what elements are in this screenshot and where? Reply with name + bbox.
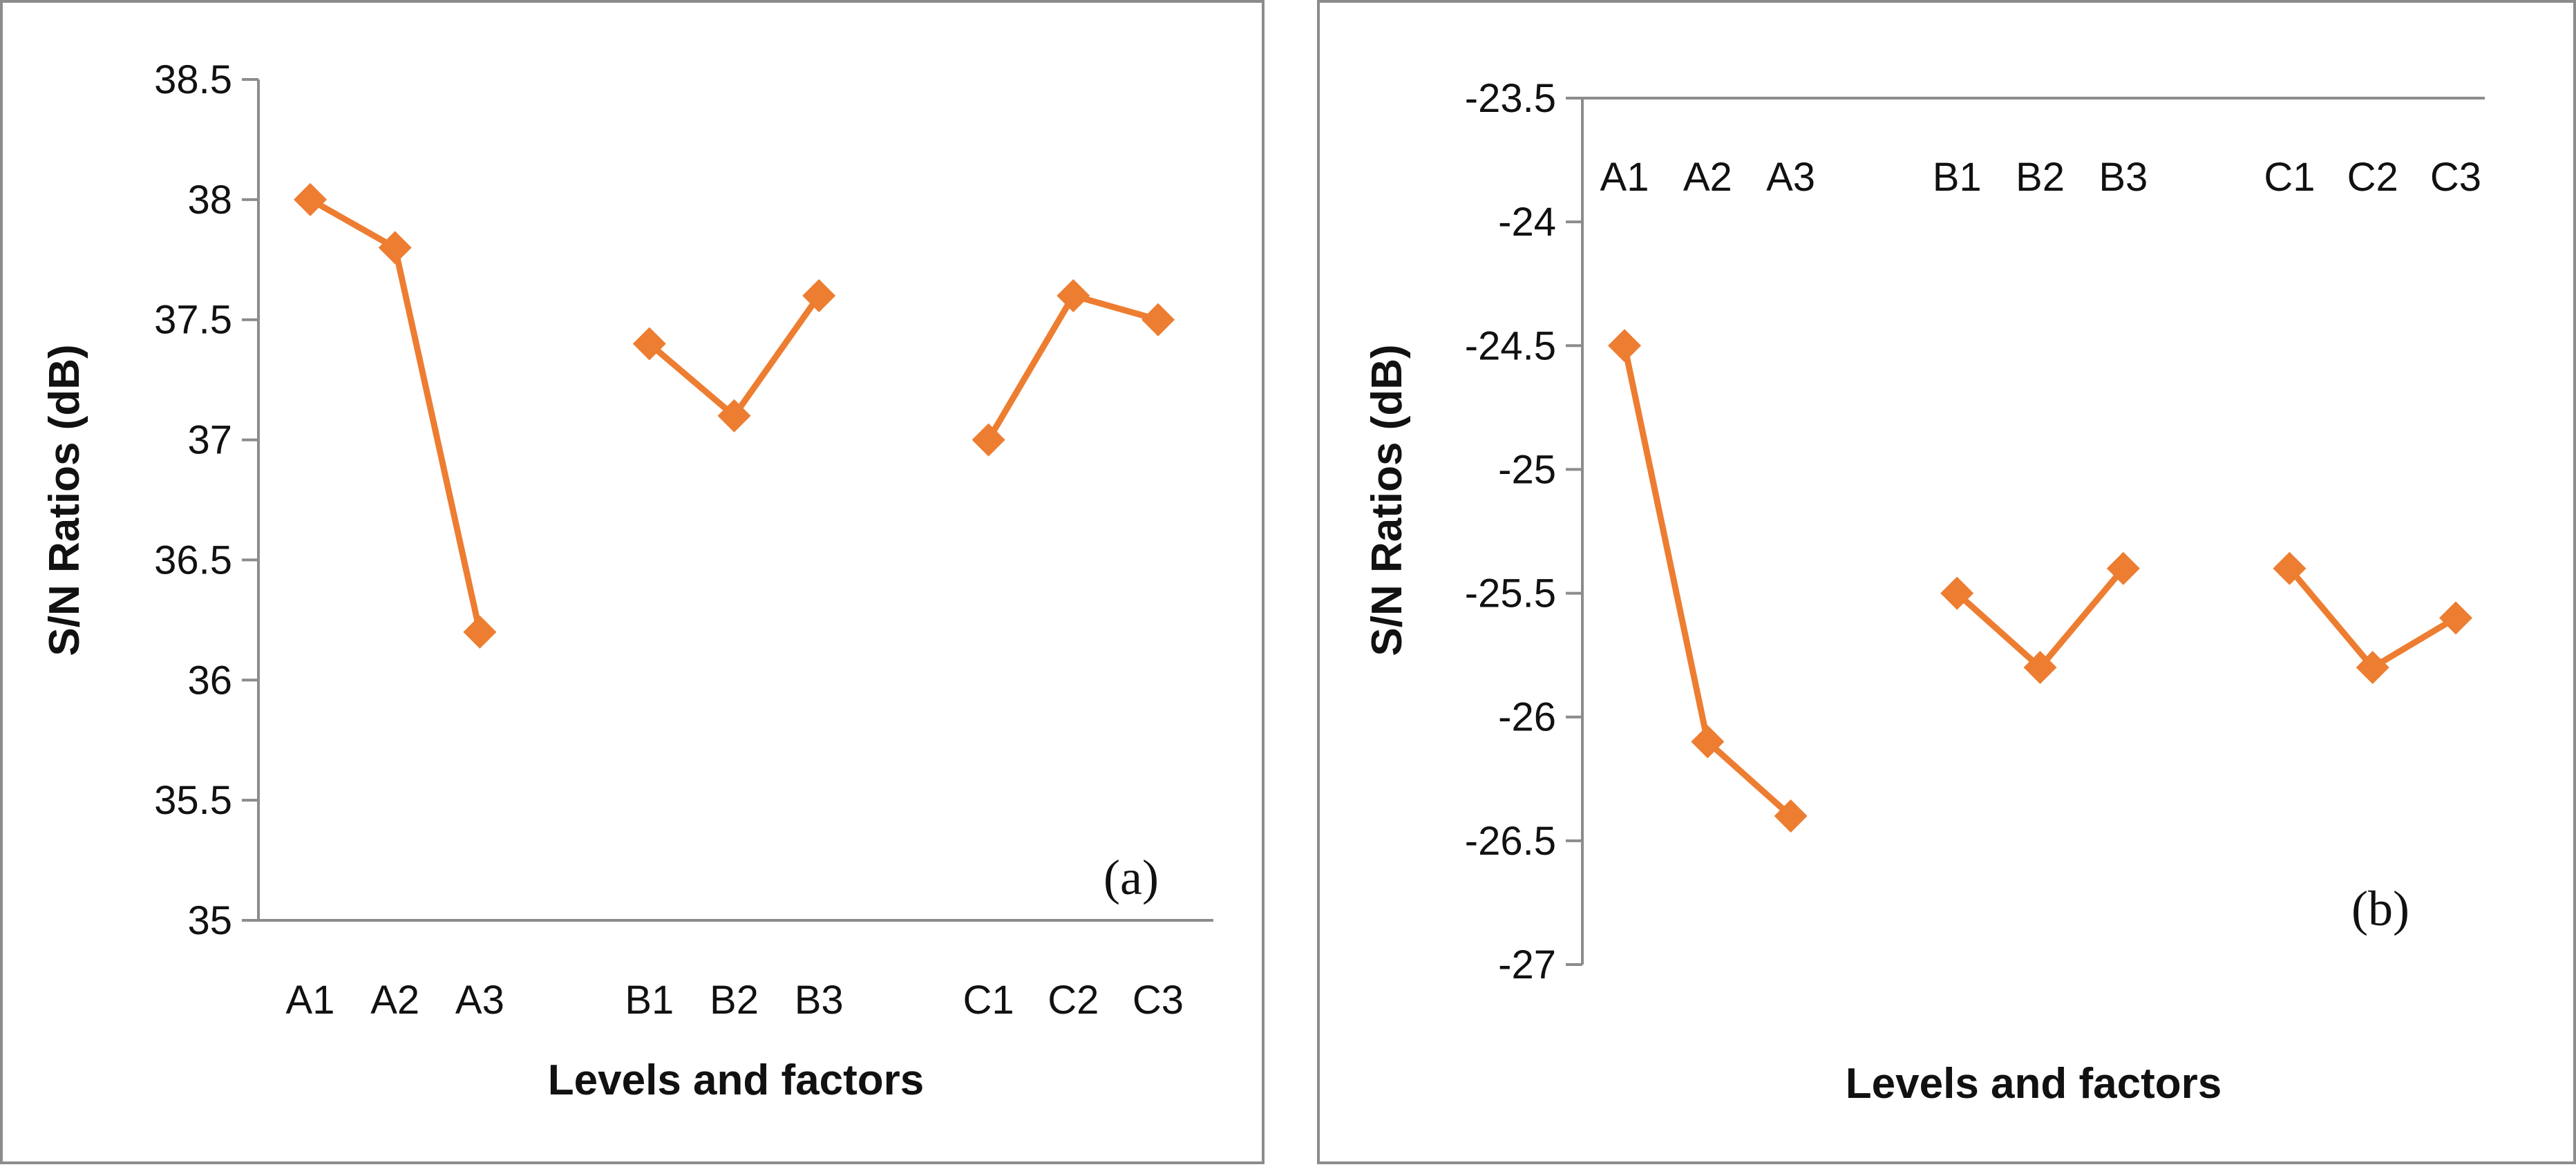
chart-a-xtick-label: C3 (1133, 978, 1184, 1023)
chart-b-point-A3 (1774, 799, 1808, 833)
chart-b-xtick-label: A2 (1683, 155, 1732, 200)
chart-a-ytick-label: 37 (187, 418, 232, 463)
chart-b-point-A1 (1608, 329, 1641, 363)
chart-a-ytick-label: 35.5 (154, 778, 232, 823)
chart-b-x-axis-title: Levels and factors (1846, 1060, 2222, 1108)
chart-a-point-B3 (802, 278, 836, 312)
chart-b-xtick-label: C1 (2264, 155, 2315, 200)
chart-b-xtick-label: C3 (2430, 155, 2481, 200)
chart-b-xtick-label: C2 (2347, 155, 2398, 200)
chart-a-xtick-label: A3 (455, 978, 504, 1023)
chart-b-point-B3 (2106, 551, 2140, 585)
chart-b-xtick-label: B3 (2099, 155, 2148, 200)
chart-b-point-C3 (2439, 601, 2472, 635)
chart-a-x-axis-title: Levels and factors (548, 1056, 924, 1104)
chart-b-xtick-label: B2 (2016, 155, 2065, 200)
chart-b-ytick-label: -27 (1498, 942, 1556, 987)
chart-a-xtick-label: B2 (710, 978, 759, 1023)
chart-a-y-axis-title: S/N Ratios (dB) (41, 344, 88, 656)
chart-a-point-C2 (1057, 278, 1090, 312)
chart-a-ytick-label: 36.5 (154, 538, 232, 582)
chart-b-ytick-label: -24.5 (1465, 323, 1556, 368)
chart-a-ytick-label: 35 (187, 898, 232, 943)
chart-b-svg: -27 -26.5 -26 -25.5 -25 -24.5 -24 -23.5 A1 A2 A3 B1… (1363, 76, 2485, 1108)
chart-b-point-B2 (2023, 651, 2057, 685)
chart-a-xtick-label: A2 (370, 978, 419, 1023)
chart-b-point-C2 (2356, 651, 2389, 685)
chart-b-panel-label: (b) (2351, 881, 2409, 936)
chart-b-ytick-label: -23.5 (1465, 76, 1556, 121)
chart-b-y-axis-title: S/N Ratios (dB) (1363, 344, 1411, 656)
chart-b-point-A2 (1691, 725, 1725, 759)
chart-a-ytick-label: 36 (187, 658, 232, 703)
chart-b-ytick-label: -24 (1498, 200, 1556, 245)
chart-b-ytick-label: -26 (1498, 695, 1556, 740)
chart-a-svg: 35 35.5 36 36.5 37 37.5 38 38.5 A1 A2 A3 B1 B2 B3 C1 C2… (41, 57, 1213, 1104)
chart-a-xtick-label: B3 (795, 978, 844, 1023)
chart-b-xtick-label: B1 (1933, 155, 1982, 200)
chart-a-point-A1 (294, 182, 327, 216)
chart-a-series-line-B (646, 292, 822, 419)
chart-a-point-A3 (463, 615, 497, 649)
chart-panel-b: -27 -26.5 -26 -25.5 -25 -24.5 -24 -23.5 A1 A2 A3 B1… (1317, 0, 2576, 1164)
chart-a-xtick-label: C2 (1048, 978, 1099, 1023)
chart-b-ytick-label: -25 (1498, 447, 1556, 492)
chart-a-point-B2 (717, 399, 751, 433)
chart-b-point-C1 (2273, 551, 2307, 585)
chart-b-ytick-label: -25.5 (1465, 571, 1556, 616)
chart-a-series-line-C (985, 292, 1162, 444)
chart-a-xtick-label: B1 (625, 978, 674, 1023)
chart-b-ytick-label: -26.5 (1465, 819, 1556, 864)
chart-b-point-B1 (1940, 576, 1974, 610)
chart-panel-a: 35 35.5 36 36.5 37 37.5 38 38.5 A1 A2 A3 B1 B2 B3 C1 C2… (0, 0, 1265, 1164)
chart-a-xtick-label: C1 (963, 978, 1014, 1023)
chart-a-ytick-label: 38.5 (154, 57, 232, 102)
chart-a-panel-label: (a) (1104, 850, 1159, 905)
chart-a-series-line-A (307, 196, 483, 636)
chart-a-point-C3 (1142, 303, 1175, 336)
chart-a-point-B1 (632, 327, 666, 361)
chart-a-ytick-label: 38 (187, 178, 232, 222)
chart-b-xtick-label: A1 (1600, 155, 1649, 200)
chart-b-xtick-label: A3 (1766, 155, 1815, 200)
chart-a-point-A2 (378, 231, 412, 265)
chart-a-xtick-label: A1 (286, 978, 335, 1023)
chart-a-ytick-label: 37.5 (154, 298, 232, 343)
chart-a-point-C1 (972, 423, 1005, 457)
